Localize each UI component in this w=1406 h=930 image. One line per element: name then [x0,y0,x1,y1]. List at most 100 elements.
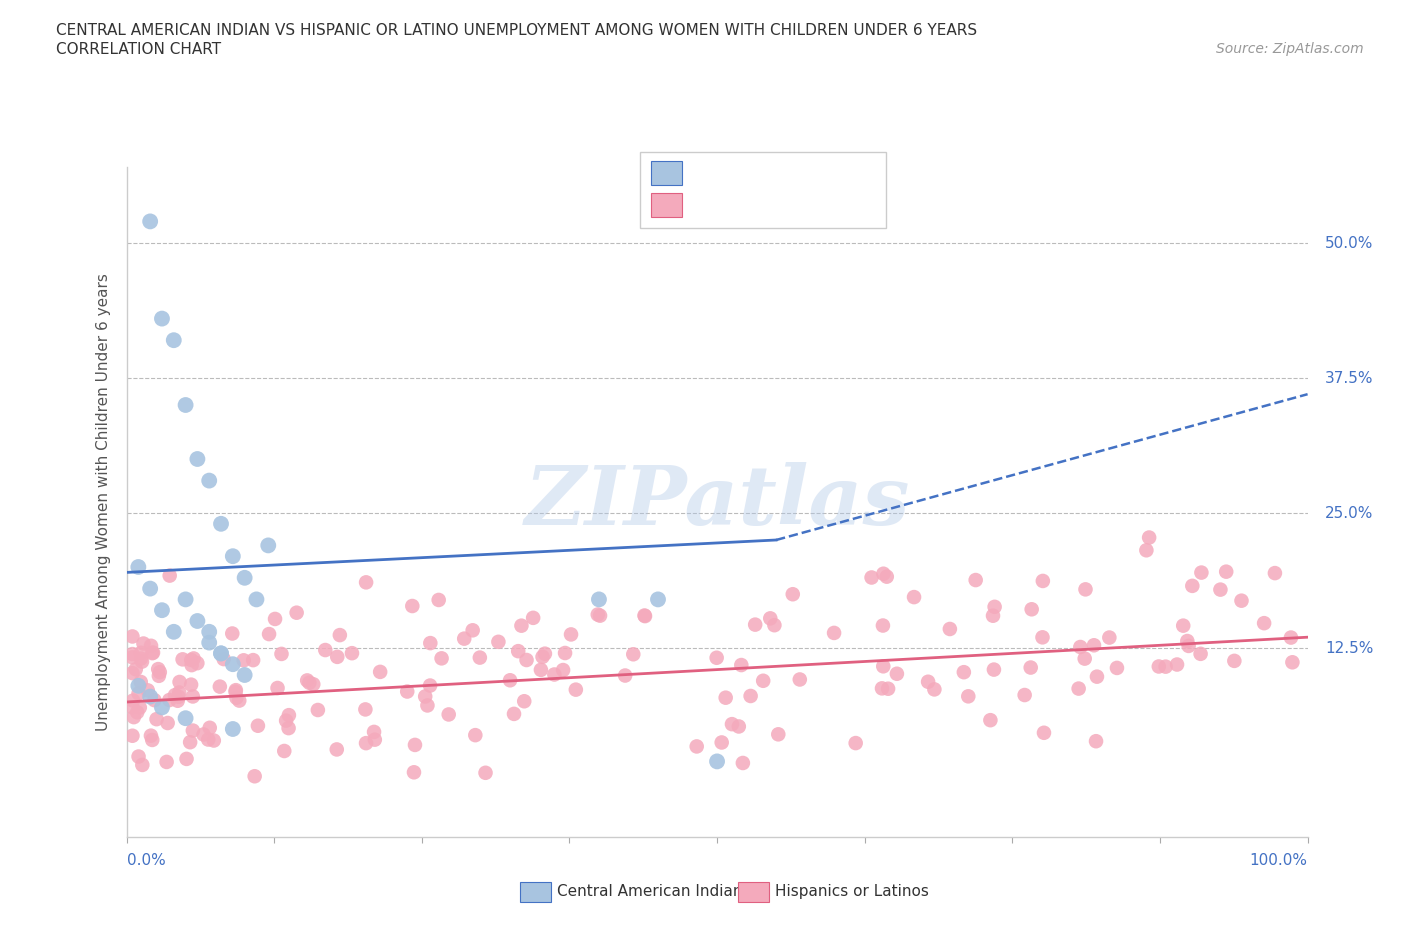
Point [277,708,299,723]
Point [1181,578,1204,593]
Point [1085,670,1108,684]
Point [1067,681,1090,696]
Point [141,733,163,748]
Point [198,624,221,639]
Point [560,627,582,642]
Point [264,612,287,627]
Point [727,719,749,734]
Point [464,727,486,742]
Point [131,758,153,773]
Point [845,736,868,751]
Point [139,689,162,704]
Point [437,707,460,722]
Point [508,644,530,658]
Point [233,668,256,683]
Point [721,717,744,732]
Point [157,693,180,708]
Point [121,700,143,715]
Point [1147,659,1170,674]
Point [1223,654,1246,669]
Point [872,566,894,581]
Text: CORRELATION CHART: CORRELATION CHART [56,42,221,57]
Point [782,587,804,602]
Point [127,705,149,720]
Point [197,732,219,747]
Text: CENTRAL AMERICAN INDIAN VS HISPANIC OR LATINO UNEMPLOYMENT AMONG WOMEN WITH CHIL: CENTRAL AMERICAN INDIAN VS HISPANIC OR L… [56,23,977,38]
Point [877,682,900,697]
Point [401,599,423,614]
Point [714,690,737,705]
Point [181,724,204,738]
Point [198,473,221,488]
Point [129,651,152,666]
Point [139,581,162,596]
Point [903,590,925,604]
Point [156,715,179,730]
Text: 50.0%: 50.0% [1326,235,1374,250]
Point [634,608,657,623]
Point [145,711,167,726]
Point [225,690,247,705]
Point [1021,602,1043,617]
Text: R =: R = [690,195,727,214]
Point [1209,582,1232,597]
Point [176,751,198,766]
Point [368,664,391,679]
Point [468,650,491,665]
Point [413,689,436,704]
Point [326,649,349,664]
Text: R =: R = [690,164,727,182]
Point [957,689,980,704]
Point [139,214,162,229]
Point [121,728,143,743]
Text: 25.0%: 25.0% [1326,506,1374,521]
Point [614,668,637,683]
Point [221,626,243,641]
Point [402,764,425,779]
Point [515,653,537,668]
Text: N =: N = [779,164,827,182]
Point [419,636,441,651]
Point [277,721,299,736]
Text: Source: ZipAtlas.com: Source: ZipAtlas.com [1216,42,1364,56]
Point [222,722,245,737]
Point [276,713,298,728]
Point [150,312,173,326]
Point [486,634,509,649]
Point [789,672,811,687]
Point [163,333,186,348]
Point [127,678,149,693]
Point [522,610,544,625]
Point [148,661,170,676]
Text: Central American Indians: Central American Indians [557,884,751,899]
Point [125,662,148,677]
Point [222,549,245,564]
Point [706,650,728,665]
Text: 12.5%: 12.5% [1326,641,1374,656]
Point [295,673,318,688]
Point [981,608,1004,623]
Point [364,732,387,747]
Point [121,650,143,665]
Point [1085,734,1108,749]
Point [588,592,610,607]
Point [953,665,976,680]
Point [647,592,669,607]
Point [222,657,245,671]
Point [513,694,536,709]
Point [156,754,179,769]
Point [307,702,329,717]
Point [186,656,208,671]
Point [924,682,946,697]
Point [302,677,325,692]
Point [180,677,202,692]
Point [1014,687,1036,702]
Point [1279,631,1302,645]
Point [1264,565,1286,580]
Point [202,733,225,748]
Point [872,618,894,633]
Point [128,749,150,764]
Point [167,689,190,704]
Point [225,683,247,698]
Point [1083,638,1105,653]
